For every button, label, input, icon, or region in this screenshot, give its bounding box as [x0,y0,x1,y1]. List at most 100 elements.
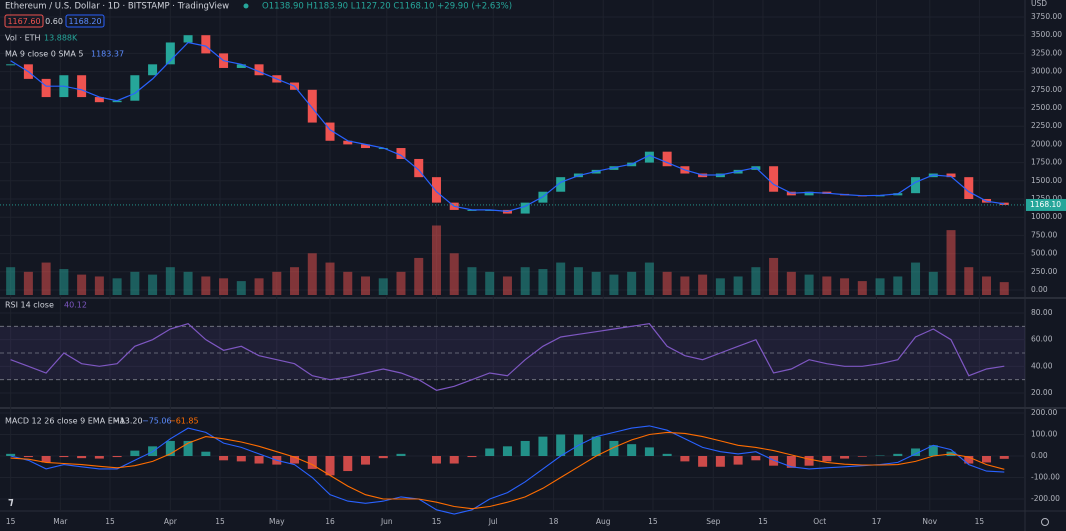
candle-body [769,166,779,192]
y-tick-label: 1000.00 [1031,212,1062,221]
volume-bar [609,274,619,295]
x-tick-label: 15 [975,517,985,526]
volume-bar [786,271,796,295]
x-tick-label: Jun [380,517,393,526]
candle-body [165,42,175,65]
x-tick-label: Sep [706,517,720,526]
y-tick-label: 2500.00 [1031,103,1062,112]
volume-bar [165,267,175,295]
y-tick-label: 60.00 [1031,335,1053,344]
volume-bar [875,278,885,295]
volume-bar [23,271,33,295]
candle-body [396,148,406,159]
candle-body [94,97,104,103]
macd-histogram-bar [804,456,814,466]
macd-histogram-bar [733,456,743,465]
y-tick-label: 100.00 [1031,430,1057,439]
symbol-title: Ethereum / U.S. Dollar · 1D · BITSTAMP ·… [5,2,229,12]
candle-body [911,177,921,194]
macd-histogram-bar [911,448,921,456]
macd-histogram-bar [840,456,850,459]
candle-body [201,35,211,54]
y-tick-label: -200.00 [1031,494,1060,503]
x-tick-label: Mar [53,517,68,526]
volume-bar [911,262,921,295]
candle-body [236,64,246,68]
macd-histogram-bar [485,448,495,456]
volume-bar [307,253,317,295]
volume-bar [41,262,51,295]
y-tick-label: 200.00 [1031,408,1057,417]
y-tick-label: 40.00 [1031,361,1053,370]
macd-histogram-bar [857,456,867,457]
y-tick-label: 1750.00 [1031,158,1062,167]
y-tick-label: 750.00 [1031,230,1057,239]
candle-body [183,35,193,43]
logo: ⁊ [8,495,14,508]
macd-histogram-bar [236,456,246,462]
x-tick-label: Aug [596,517,611,526]
volume-bar [591,271,601,295]
macd-histogram-bar [219,456,229,461]
y-tick-label: 3750.00 [1031,12,1062,21]
y-tick-label: 1250.00 [1031,194,1062,203]
macd-histogram-bar [982,456,992,463]
candle-body [130,75,140,101]
volume-bar [769,257,779,295]
volume-bar [502,276,512,295]
ohlc: O1138.90 H1183.90 L1127.20 C1168.10 +29.… [262,2,512,12]
volume-bar [59,269,69,295]
y-tick-label: 2750.00 [1031,85,1062,94]
macd-histogram-bar [627,444,637,456]
volume-bar [982,276,992,295]
volume-bar [183,271,193,295]
last-price-label: 1168.10 [1030,200,1061,209]
candle-body [520,202,530,214]
ask[interactable]: 1168.20 [68,17,101,26]
candle-body [414,158,424,178]
macd-histogram-bar [41,456,51,463]
volume-bar [733,276,743,295]
volume-bar [946,230,956,295]
candle-body [41,78,51,98]
macd-histogram-bar [520,440,530,456]
macd-histogram-bar [361,456,371,465]
x-tick-label: 15 [432,517,442,526]
volume-bar [573,267,583,295]
x-tick-label: 15 [758,517,768,526]
macd-histogram-bar [431,456,441,464]
macd-histogram-bar [165,440,175,456]
y-tick-label: 3500.00 [1031,30,1062,39]
y-tick-label: 0.00 [1031,285,1048,294]
candle-body [148,64,158,76]
macd-histogram-bar [698,456,708,467]
rsi-legend: RSI 14 close [5,301,54,310]
y-tick-label: 1500.00 [1031,176,1062,185]
macd-histogram-bar [112,456,122,458]
status-dot [243,3,249,9]
volume-bar [236,281,246,295]
volume-bar [751,267,761,295]
volume-bar [662,271,672,295]
bid[interactable]: 1167.60 [7,17,40,26]
settings-button[interactable] [1041,518,1049,526]
ask-box[interactable] [65,14,105,28]
volume-bar [361,276,371,295]
candle-body [343,140,353,145]
volume-bar [715,278,725,295]
bid-box[interactable] [4,14,44,28]
volume-bar [556,262,566,295]
macd-value: −75.06 [142,417,172,426]
x-tick-label: 16 [325,517,335,526]
volume-bar [698,274,708,295]
currency: USD [1031,0,1047,8]
volume-bar [290,267,300,295]
macd-histogram-bar [644,447,654,456]
ma-line [10,41,1005,213]
macd-histogram-bar [130,450,140,456]
macd-histogram-bar [786,456,796,468]
volume-value: 13.888K [44,34,78,43]
macd-legend: MACD 12 26 close 9 EMA EMA [5,417,126,426]
volume-bar [77,274,87,295]
